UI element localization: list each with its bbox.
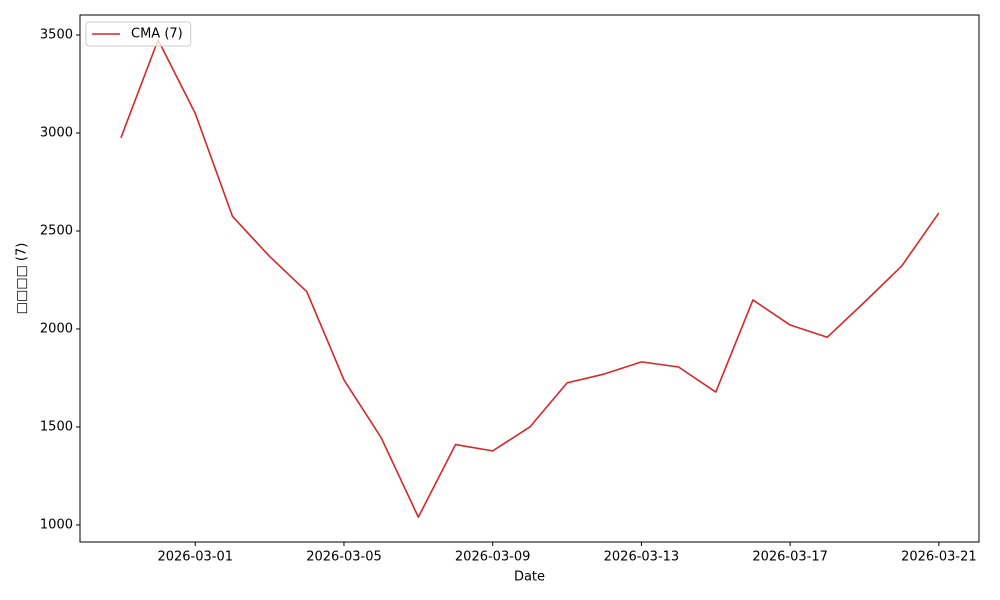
x-tick-label: 2026-03-21 (901, 550, 977, 565)
x-tick-label: 2026-03-09 (455, 550, 531, 565)
x-tick-label: 2026-03-05 (306, 550, 382, 565)
axes-frame (79, 14, 980, 543)
legend-box (85, 21, 192, 47)
y-tick-label: 3500 (40, 27, 73, 42)
y-tick-label: 3000 (40, 125, 73, 140)
x-tick-label: 2026-03-13 (604, 550, 680, 565)
y-axis-label: □□□□ (7) (15, 243, 30, 315)
y-tick-label: 2500 (40, 223, 73, 238)
line (120, 39, 940, 518)
x-tick-label: 2026-03-01 (157, 550, 233, 565)
x-axis-label: Date (514, 570, 545, 585)
y-tick-label: 1000 (40, 517, 73, 532)
y-tick-label: 2000 (40, 321, 73, 336)
x-tick-label: 2026-03-17 (752, 550, 828, 565)
y-tick-label: 1500 (40, 419, 73, 434)
legend-label: CMA (7) (131, 27, 183, 42)
